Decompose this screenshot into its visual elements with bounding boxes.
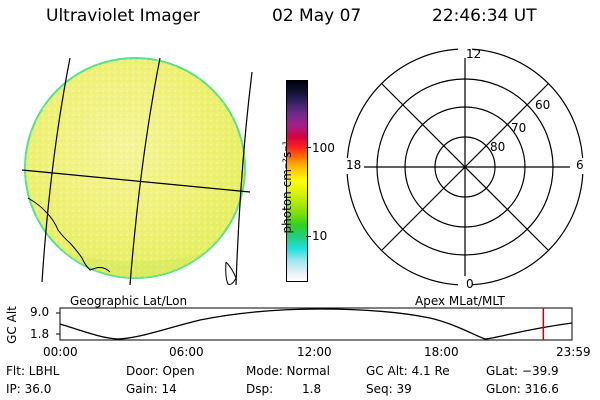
mlt-label-18: 18: [346, 158, 362, 172]
gc-alt-info: GC Alt: 4.1 Re: [366, 364, 450, 378]
altitude-axis-label: GC Alt: [5, 306, 19, 344]
right-panel-caption: Apex MLat/MLT: [415, 294, 505, 308]
gain-info: Gain: 14: [126, 382, 177, 396]
time-tick-1200: 12:00: [297, 345, 332, 359]
door-info: Door: Open: [126, 364, 195, 378]
app-title: Ultraviolet Imager: [46, 6, 200, 26]
glat-info: GLat: −39.9: [486, 364, 559, 378]
altitude-curve: [59, 308, 573, 340]
color-scale-bar: [286, 80, 308, 282]
mlat-label-60: 60: [535, 98, 551, 112]
colorbar-tick-10: 10: [312, 229, 328, 243]
mlt-label-12: 12: [466, 47, 482, 61]
mlt-label-6: 6: [576, 158, 584, 172]
time-tick-0000: 00:00: [43, 345, 78, 359]
altitude-plot-frame: [59, 307, 573, 341]
date-label: 02 May 07: [272, 6, 362, 26]
ip-info: IP: 36.0: [6, 382, 52, 396]
colorbar-tickmark: [306, 147, 311, 148]
mlat-label-70: 70: [511, 121, 527, 135]
time-tick-0600: 06:00: [169, 345, 204, 359]
lat-lon-grid: [21, 57, 253, 286]
polar-diagonal: [381, 83, 549, 251]
time-label: 22:46:34 UT: [432, 6, 537, 26]
mlt-label-0: 0: [466, 277, 474, 291]
sequence-info: Seq: 39: [366, 382, 412, 396]
time-tick-2359: 23:59: [556, 345, 591, 359]
dsp-label: Dsp:: [246, 382, 274, 396]
colorbar-tick-100: 100: [312, 141, 335, 155]
coastline: [27, 197, 237, 285]
mlat-label-80: 80: [490, 140, 506, 154]
altitude-tick-9: 9.0: [30, 305, 50, 319]
colorbar-tickmark: [306, 236, 311, 237]
mode-info: Mode: Normal: [246, 364, 330, 378]
dsp-value: 1.8: [302, 382, 322, 396]
glon-info: GLon: 316.6: [486, 382, 559, 396]
filter-info: Flt: LBHL: [6, 364, 60, 378]
time-tick-1800: 18:00: [424, 345, 459, 359]
altitude-tick-1-8: 1.8: [30, 327, 50, 341]
left-panel-caption: Geographic Lat/Lon: [70, 294, 188, 308]
